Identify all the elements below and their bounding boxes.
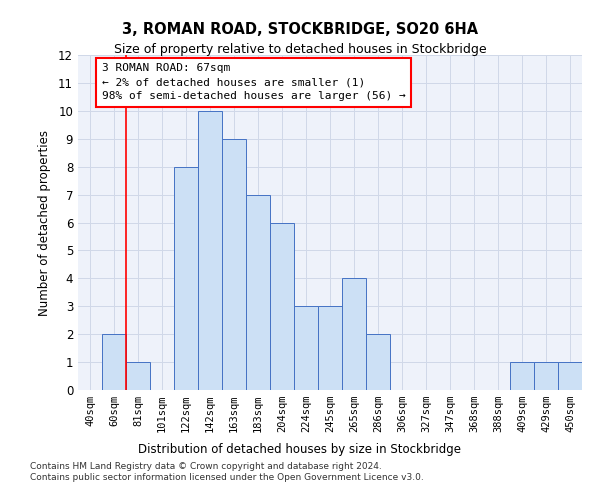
Text: Contains HM Land Registry data © Crown copyright and database right 2024.: Contains HM Land Registry data © Crown c… xyxy=(30,462,382,471)
Bar xyxy=(558,362,582,390)
Bar xyxy=(366,334,390,390)
Bar xyxy=(510,362,534,390)
Bar xyxy=(534,362,558,390)
Y-axis label: Number of detached properties: Number of detached properties xyxy=(38,130,51,316)
Bar xyxy=(222,138,246,390)
Text: 3 ROMAN ROAD: 67sqm
← 2% of detached houses are smaller (1)
98% of semi-detached: 3 ROMAN ROAD: 67sqm ← 2% of detached hou… xyxy=(102,64,406,102)
Bar xyxy=(294,306,318,390)
Bar xyxy=(342,278,366,390)
Bar xyxy=(198,111,222,390)
Bar xyxy=(126,362,150,390)
Bar xyxy=(246,194,270,390)
Text: Contains public sector information licensed under the Open Government Licence v3: Contains public sector information licen… xyxy=(30,473,424,482)
Bar xyxy=(102,334,126,390)
Bar xyxy=(318,306,342,390)
Bar xyxy=(174,166,198,390)
Bar xyxy=(270,222,294,390)
Text: Distribution of detached houses by size in Stockbridge: Distribution of detached houses by size … xyxy=(139,442,461,456)
Text: Size of property relative to detached houses in Stockbridge: Size of property relative to detached ho… xyxy=(113,42,487,56)
Text: 3, ROMAN ROAD, STOCKBRIDGE, SO20 6HA: 3, ROMAN ROAD, STOCKBRIDGE, SO20 6HA xyxy=(122,22,478,38)
